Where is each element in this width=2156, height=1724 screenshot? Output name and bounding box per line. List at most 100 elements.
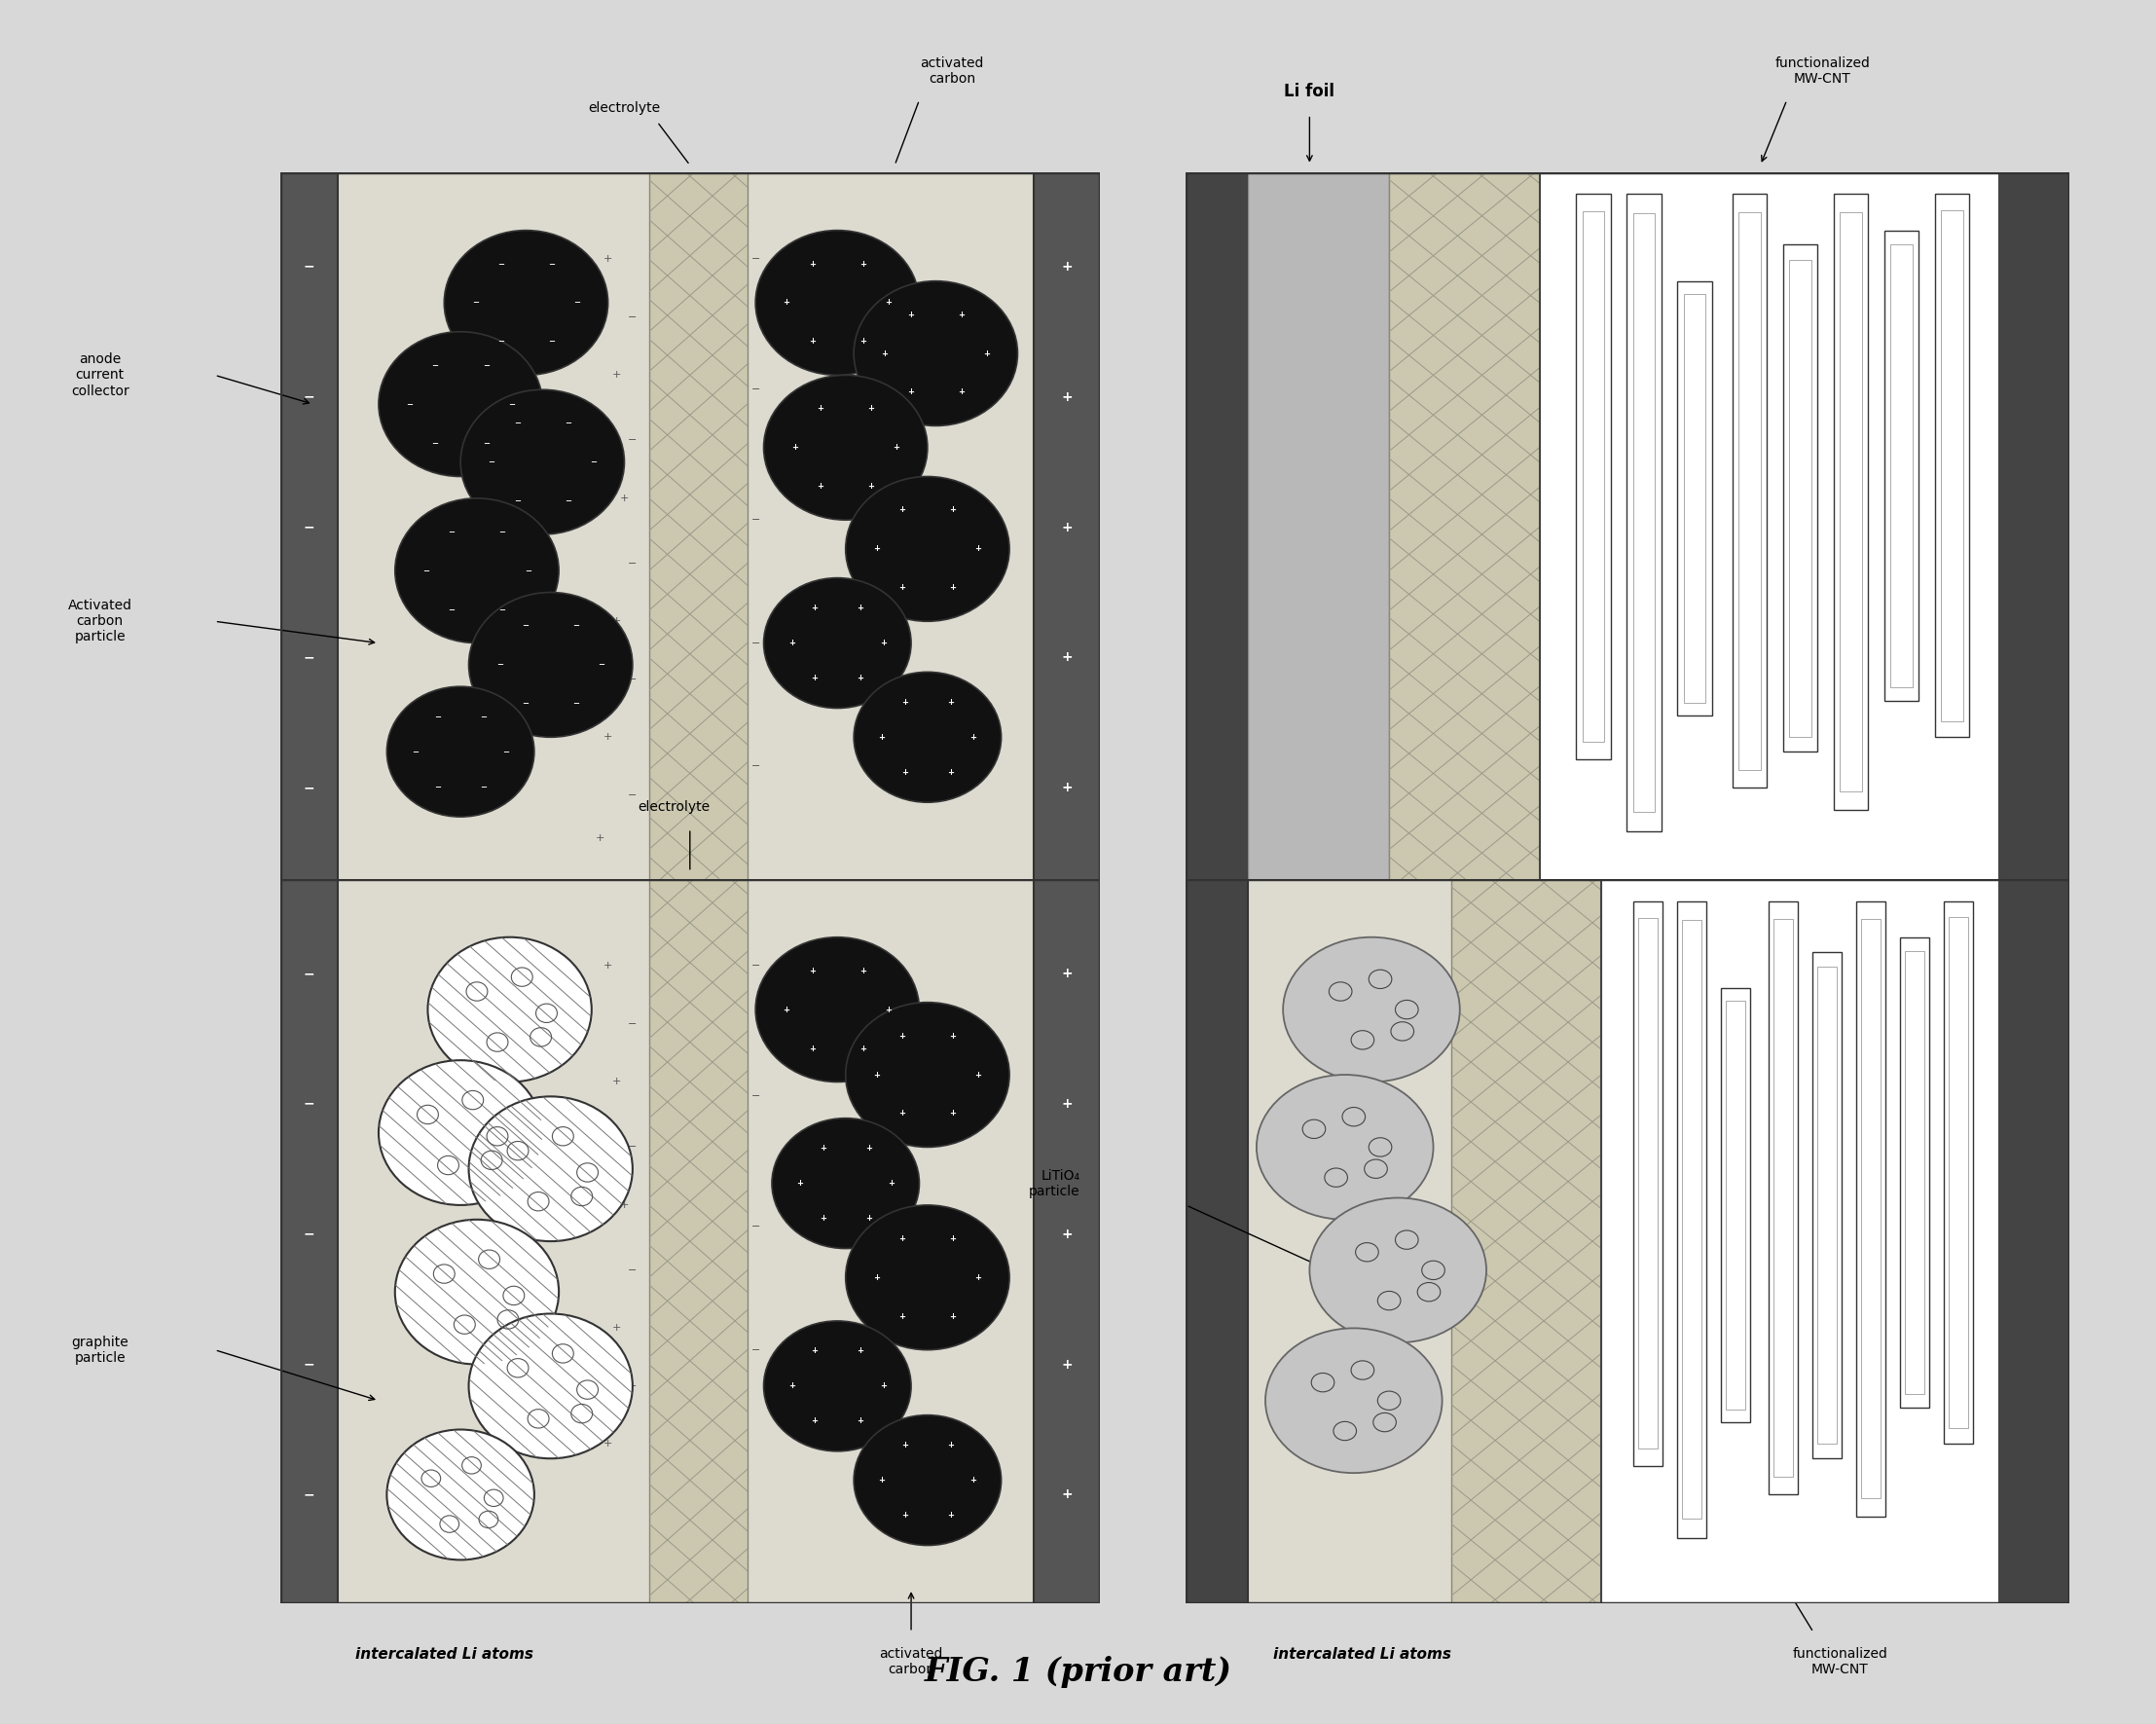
- Text: +: +: [619, 1200, 630, 1210]
- Text: −: −: [448, 605, 455, 614]
- Text: +: +: [865, 1145, 871, 1153]
- Bar: [649, 172, 748, 896]
- Circle shape: [755, 231, 918, 376]
- Circle shape: [468, 1096, 632, 1241]
- Circle shape: [854, 1415, 1000, 1545]
- Text: −: −: [423, 565, 429, 576]
- Bar: [1833, 195, 1867, 810]
- Text: −: −: [627, 436, 638, 445]
- Circle shape: [395, 498, 558, 643]
- Bar: [1940, 210, 1962, 721]
- Bar: [1884, 231, 1919, 702]
- Text: −: −: [496, 660, 502, 669]
- Text: −: −: [412, 746, 418, 757]
- Bar: [1248, 879, 1451, 1603]
- Bar: [1632, 214, 1656, 812]
- Text: +: +: [860, 338, 867, 347]
- Circle shape: [386, 1429, 535, 1560]
- Text: +: +: [893, 443, 899, 452]
- Text: −: −: [750, 962, 761, 971]
- Text: −: −: [548, 338, 554, 347]
- Text: +: +: [865, 1214, 871, 1222]
- Bar: [1733, 195, 1768, 788]
- Text: −: −: [597, 660, 606, 669]
- Text: −: −: [487, 457, 496, 467]
- Circle shape: [1257, 1074, 1434, 1219]
- Bar: [1783, 245, 1818, 752]
- Circle shape: [468, 593, 632, 738]
- Text: −: −: [750, 638, 761, 648]
- Text: −: −: [750, 515, 761, 524]
- Text: −: −: [573, 622, 580, 631]
- Text: +: +: [882, 348, 888, 359]
- Text: +: +: [817, 483, 824, 491]
- Text: −: −: [502, 746, 509, 757]
- Text: +: +: [860, 260, 867, 269]
- Text: +: +: [873, 545, 880, 553]
- Bar: [1576, 195, 1611, 759]
- Text: +: +: [612, 371, 621, 379]
- Bar: [649, 879, 748, 1603]
- Bar: [1818, 967, 1837, 1443]
- Bar: [1583, 210, 1604, 741]
- Text: +: +: [796, 1179, 804, 1188]
- Circle shape: [1283, 938, 1460, 1083]
- Text: +: +: [1061, 521, 1072, 534]
- Text: −: −: [522, 622, 528, 631]
- Text: +: +: [949, 1234, 957, 1243]
- Text: +: +: [789, 1381, 796, 1391]
- Circle shape: [763, 578, 912, 709]
- Bar: [1639, 917, 1658, 1448]
- Text: +: +: [604, 962, 612, 971]
- Text: −: −: [431, 438, 438, 447]
- Text: −: −: [433, 712, 442, 721]
- Text: −: −: [565, 419, 571, 428]
- Text: +: +: [884, 1005, 893, 1014]
- Circle shape: [444, 231, 608, 376]
- Text: −: −: [304, 390, 315, 403]
- Text: −: −: [509, 400, 515, 409]
- Text: LiTiO₄
particle: LiTiO₄ particle: [1028, 1169, 1080, 1198]
- Text: −: −: [304, 967, 315, 981]
- Text: graphite
particle: graphite particle: [71, 1334, 129, 1365]
- Bar: [1035, 172, 1100, 896]
- Text: functionalized
MW-CNT: functionalized MW-CNT: [1792, 1646, 1886, 1676]
- Text: −: −: [750, 1222, 761, 1231]
- Text: +: +: [877, 733, 886, 741]
- Text: −: −: [522, 700, 528, 709]
- Text: +: +: [877, 1476, 886, 1484]
- Bar: [1186, 879, 1248, 1603]
- Circle shape: [772, 1119, 918, 1248]
- Text: +: +: [856, 674, 865, 683]
- Text: −: −: [498, 338, 505, 347]
- Bar: [1677, 281, 1712, 715]
- Text: +: +: [1061, 650, 1072, 664]
- Text: intercalated Li atoms: intercalated Li atoms: [1274, 1646, 1451, 1662]
- Text: −: −: [431, 360, 438, 369]
- Text: −: −: [627, 1381, 638, 1391]
- Text: +: +: [1061, 1357, 1072, 1371]
- Text: +: +: [899, 1031, 906, 1040]
- Text: +: +: [808, 260, 815, 269]
- Circle shape: [763, 1321, 912, 1452]
- Text: +: +: [949, 505, 957, 514]
- Circle shape: [386, 686, 535, 817]
- Text: +: +: [612, 1324, 621, 1333]
- Bar: [1949, 917, 1968, 1427]
- Text: −: −: [548, 260, 554, 269]
- Text: +: +: [817, 405, 824, 414]
- Text: +: +: [604, 255, 612, 264]
- Text: −: −: [750, 1345, 761, 1355]
- Circle shape: [755, 938, 918, 1083]
- Bar: [1602, 879, 1999, 1603]
- Bar: [1768, 902, 1798, 1495]
- Text: +: +: [856, 1346, 865, 1355]
- Text: +: +: [1061, 1488, 1072, 1502]
- Text: −: −: [433, 783, 442, 791]
- Text: +: +: [873, 1071, 880, 1079]
- Circle shape: [379, 1060, 543, 1205]
- Text: activated
carbon: activated carbon: [921, 57, 983, 86]
- Text: +: +: [1061, 781, 1072, 795]
- Text: +: +: [949, 583, 957, 591]
- Text: +: +: [808, 967, 815, 976]
